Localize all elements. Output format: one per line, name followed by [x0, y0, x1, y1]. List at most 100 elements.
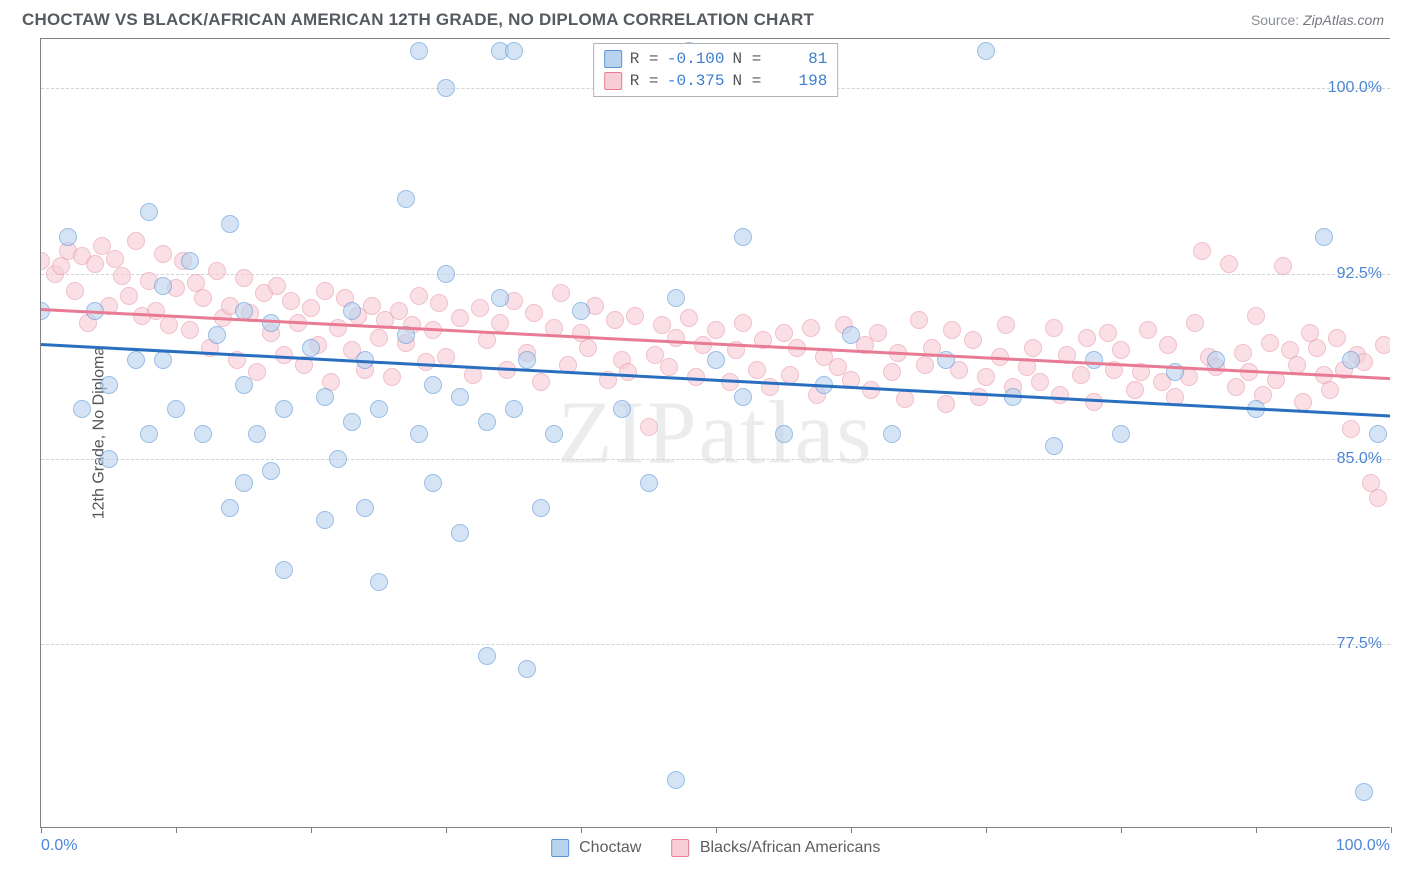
legend-label: Blacks/African Americans [700, 839, 881, 856]
x-tick-mark [446, 827, 447, 833]
x-axis-max-label: 100.0% [1336, 837, 1390, 855]
data-point [127, 351, 145, 369]
data-point [1051, 386, 1069, 404]
data-point [518, 660, 536, 678]
x-tick-mark [716, 827, 717, 833]
data-point [235, 269, 253, 287]
y-tick-label: 77.5% [1337, 635, 1382, 653]
data-point [329, 319, 347, 337]
data-point [1024, 339, 1042, 357]
data-point [235, 302, 253, 320]
data-point [194, 289, 212, 307]
data-point [626, 307, 644, 325]
data-point [1234, 344, 1252, 362]
data-point [734, 388, 752, 406]
data-point [781, 366, 799, 384]
data-point [775, 425, 793, 443]
data-point [181, 321, 199, 339]
data-point [478, 331, 496, 349]
legend-item-black: Blacks/African Americans [671, 839, 880, 857]
data-point [1045, 319, 1063, 337]
swatch-pink-icon [671, 839, 689, 857]
data-point [748, 361, 766, 379]
data-point [1321, 381, 1339, 399]
data-point [302, 339, 320, 357]
data-point [221, 215, 239, 233]
data-point [619, 363, 637, 381]
data-point [410, 42, 428, 60]
data-point [694, 336, 712, 354]
data-point [66, 282, 84, 300]
data-point [883, 363, 901, 381]
data-point [552, 284, 570, 302]
data-point [262, 462, 280, 480]
data-point [977, 42, 995, 60]
n-value-blue: 81 [769, 48, 827, 70]
data-point [73, 400, 91, 418]
data-point [1045, 437, 1063, 455]
source-attribution: Source: ZipAtlas.com [1251, 12, 1384, 28]
source-link[interactable]: ZipAtlas.com [1303, 12, 1384, 28]
data-point [667, 289, 685, 307]
data-point [140, 203, 158, 221]
data-point [1369, 425, 1387, 443]
x-tick-mark [1121, 827, 1122, 833]
data-point [383, 368, 401, 386]
data-point [356, 499, 374, 517]
data-point [1261, 334, 1279, 352]
data-point [235, 376, 253, 394]
data-point [491, 289, 509, 307]
data-point [451, 524, 469, 542]
data-point [363, 297, 381, 315]
data-point [883, 425, 901, 443]
data-point [667, 771, 685, 789]
data-point [1227, 378, 1245, 396]
data-point [545, 425, 563, 443]
data-point [964, 331, 982, 349]
data-point [410, 425, 428, 443]
data-point [775, 324, 793, 342]
data-point [707, 321, 725, 339]
data-point [1085, 351, 1103, 369]
data-point [1031, 373, 1049, 391]
data-point [262, 314, 280, 332]
data-point [1193, 242, 1211, 260]
data-point [194, 425, 212, 443]
data-point [667, 329, 685, 347]
data-point [370, 573, 388, 591]
x-tick-mark [1391, 827, 1392, 833]
data-point [572, 302, 590, 320]
corr-row-pink: R = -0.375 N = 198 [604, 70, 828, 92]
data-point [1342, 351, 1360, 369]
data-point [1099, 324, 1117, 342]
legend-label: Choctaw [579, 839, 641, 856]
data-point [424, 474, 442, 492]
data-point [390, 302, 408, 320]
data-point [916, 356, 934, 374]
data-point [437, 265, 455, 283]
data-point [1078, 329, 1096, 347]
data-point [640, 418, 658, 436]
swatch-blue-icon [551, 839, 569, 857]
data-point [167, 400, 185, 418]
data-point [343, 413, 361, 431]
data-point [430, 294, 448, 312]
legend-item-choctaw: Choctaw [551, 839, 642, 857]
y-tick-label: 100.0% [1328, 79, 1382, 97]
data-point [997, 316, 1015, 334]
data-point [1308, 339, 1326, 357]
data-point [1159, 336, 1177, 354]
data-point [235, 474, 253, 492]
data-point [910, 311, 928, 329]
data-point [1112, 425, 1130, 443]
data-point [707, 351, 725, 369]
data-point [302, 299, 320, 317]
r-value-pink: -0.375 [667, 70, 725, 92]
data-point [943, 321, 961, 339]
data-point [1085, 393, 1103, 411]
data-point [1328, 329, 1346, 347]
data-point [1207, 351, 1225, 369]
data-point [734, 228, 752, 246]
x-tick-mark [41, 827, 42, 833]
data-point [451, 388, 469, 406]
